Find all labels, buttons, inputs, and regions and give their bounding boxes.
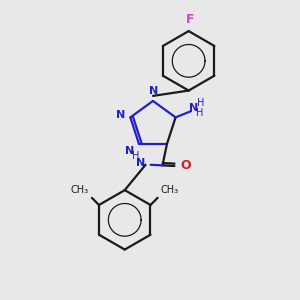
- Text: H: H: [197, 98, 204, 108]
- Text: CH₃: CH₃: [71, 185, 89, 195]
- Text: F: F: [186, 13, 194, 26]
- Text: N: N: [149, 86, 158, 96]
- Text: N: N: [136, 158, 146, 168]
- Text: H: H: [196, 108, 204, 118]
- Text: N: N: [189, 103, 199, 113]
- Text: O: O: [180, 160, 191, 172]
- Text: N: N: [116, 110, 125, 120]
- Text: N: N: [125, 146, 134, 156]
- Text: H: H: [132, 152, 140, 161]
- Text: CH₃: CH₃: [160, 185, 179, 195]
